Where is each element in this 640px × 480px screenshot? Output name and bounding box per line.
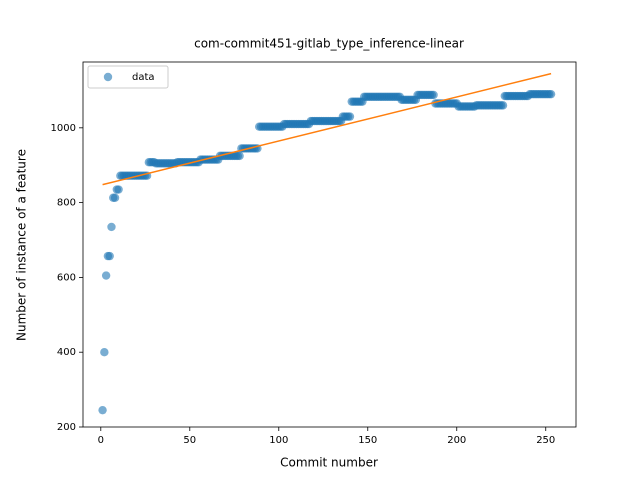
data-point — [546, 89, 556, 99]
data-point — [498, 101, 508, 110]
fit-line — [102, 72, 552, 186]
data-point — [107, 222, 116, 232]
y-tick-label: 600 — [57, 272, 76, 283]
data-point — [98, 405, 107, 415]
legend-box — [87, 65, 169, 89]
data-point — [235, 151, 244, 161]
plot-frame — [82, 61, 577, 428]
x-axis-label: Commit number — [280, 456, 378, 470]
legend-marker — [103, 72, 113, 82]
data-point — [345, 112, 355, 121]
x-tick-label: 0 — [98, 435, 104, 446]
x-tick-label: 50 — [183, 435, 196, 446]
chart-title: com-commit451-gitlab_type_inference-line… — [194, 37, 464, 51]
data-point — [114, 185, 123, 194]
y-tick-label: 200 — [57, 422, 76, 433]
legend-label: data — [132, 72, 155, 83]
data-point — [105, 251, 114, 261]
x-tick-label: 150 — [358, 435, 377, 446]
y-axis-label: Number of instance of a feature — [15, 149, 29, 341]
x-tick-label: 100 — [269, 435, 288, 446]
data-point — [110, 193, 120, 202]
y-tick-label: 800 — [57, 198, 76, 209]
x-tick-label: 200 — [447, 435, 466, 446]
data-point — [101, 271, 111, 280]
data-point — [100, 348, 109, 357]
y-tick-label: 1000 — [51, 123, 76, 134]
y-tick-label: 400 — [57, 347, 76, 358]
data-point — [429, 90, 438, 100]
x-tick-label: 250 — [536, 435, 555, 446]
